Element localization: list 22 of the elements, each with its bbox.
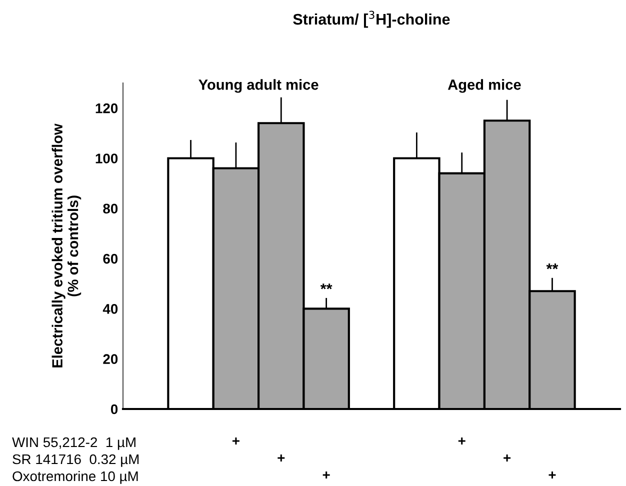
annotation: Young adult mice: [198, 79, 318, 93]
chart-title: Striatum/ [$^{3}$H]-choline: [293, 10, 450, 28]
category-label: WIN 55,212-2 1 µM: [12, 437, 136, 450]
annotation: Aged mice: [448, 79, 521, 93]
y-axis-title: Electrically evoked tritium overflow (% of controls): [52, 124, 82, 368]
data-label: **: [546, 264, 558, 270]
text: +: [458, 437, 466, 444]
data-label: **: [320, 284, 332, 290]
y-tick-label: 40: [102, 304, 118, 314]
y-tick-label: 80: [103, 204, 118, 214]
text: +: [548, 471, 556, 478]
text: +: [232, 437, 240, 444]
y-tick-label: 60: [103, 254, 118, 264]
y-tick-label: 0: [110, 404, 118, 414]
y-tick-label: 100: [96, 154, 118, 164]
text: +: [278, 454, 285, 462]
text: +: [504, 454, 511, 462]
y-tick-label: 20: [103, 354, 118, 364]
category-label: Oxotremorine 10 µM: [12, 470, 138, 484]
text: +: [322, 471, 330, 478]
y-tick-label: 120: [96, 103, 118, 114]
category-label: SR 141716 0.32 µM: [12, 454, 139, 467]
